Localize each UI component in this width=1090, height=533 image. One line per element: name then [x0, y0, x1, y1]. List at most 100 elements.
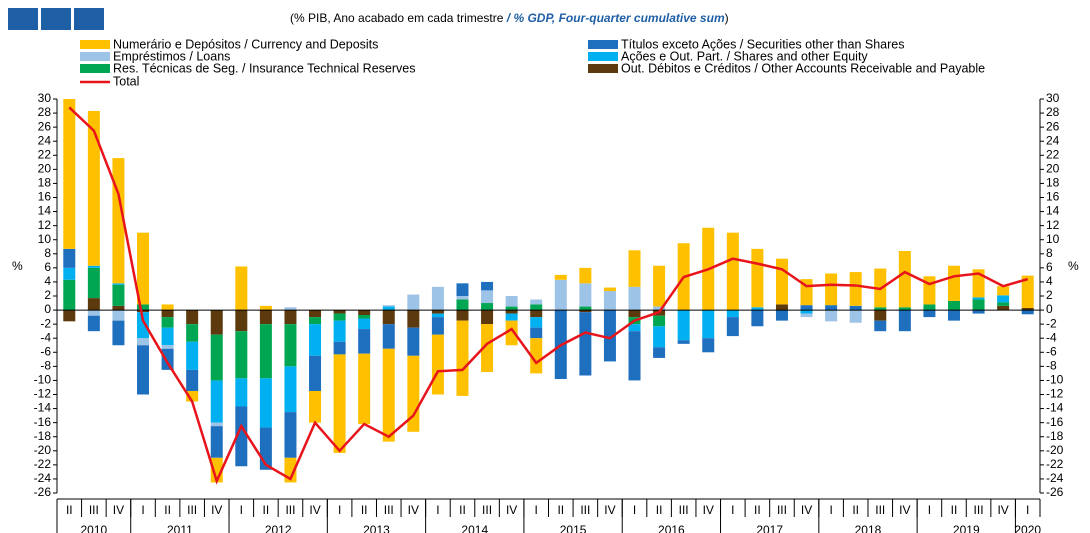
bar-segment [112, 305, 125, 311]
x-tick-label: III [187, 503, 197, 517]
bar-segment [481, 310, 494, 325]
bar-segment [456, 310, 469, 321]
bar-segment [505, 320, 518, 346]
legend-label: Títulos exceto Ações / Securities other … [621, 37, 904, 51]
bar-segment [63, 248, 76, 268]
bar-segment [579, 306, 592, 311]
bar-segment [112, 284, 125, 306]
bar-segment [382, 306, 395, 311]
y-tick-label-right: 28 [1046, 105, 1060, 119]
bar-segment [554, 274, 567, 280]
bar-segment [1021, 310, 1034, 315]
bar-segment [87, 110, 100, 266]
y-tick-label-right: 18 [1046, 176, 1060, 190]
bar-segment [505, 296, 518, 307]
x-tick-label: IV [408, 503, 419, 517]
x-tick-label: IV [703, 503, 714, 517]
bar-segment [898, 307, 911, 311]
bar-segment [309, 317, 322, 325]
bar-segment [161, 348, 174, 370]
y-tick-label: -14 [34, 401, 52, 415]
y-tick-label: -18 [34, 429, 52, 443]
bar-segment [751, 248, 764, 308]
bar-segment [579, 310, 592, 313]
y-tick-label-right: 26 [1046, 119, 1060, 133]
y-tick-label-right: -24 [1046, 471, 1064, 485]
bar-segment [63, 99, 76, 249]
subtitle-end: ) [725, 11, 729, 25]
x-tick-label: III [679, 503, 689, 517]
legend-label: Total [113, 74, 139, 88]
bar-segment [382, 324, 395, 349]
y-tick-label-right: -16 [1046, 415, 1064, 429]
y-tick-label: -20 [34, 443, 52, 457]
header-block [41, 8, 71, 30]
x-tick-label: I [535, 503, 538, 517]
year-label: 2018 [855, 523, 882, 533]
y-tick-label: 2 [44, 288, 51, 302]
x-tick-label: III [384, 503, 394, 517]
year-label: 2020 [1014, 523, 1041, 533]
bar-segment [210, 426, 223, 458]
bar-segment [382, 348, 395, 442]
bar-segment [309, 390, 322, 423]
x-tick-label: II [951, 503, 958, 517]
bar-segment [947, 300, 960, 311]
bar-segment [456, 320, 469, 396]
bar-segment [603, 310, 616, 362]
total-line [68, 106, 1029, 485]
y-tick-label: -10 [34, 373, 52, 387]
y-tick-label-right: 22 [1046, 147, 1060, 161]
bar-segment [358, 318, 371, 330]
bar-segment [112, 320, 125, 346]
bar-segment [259, 378, 272, 428]
bar-segment [481, 303, 494, 311]
bar-segment [702, 310, 715, 339]
y-tick-label-right: -14 [1046, 401, 1064, 415]
bar-segment [259, 305, 272, 311]
bar-segment [284, 310, 297, 325]
bar-segment [874, 320, 887, 332]
bar-segment [358, 353, 371, 425]
bar-segment [505, 306, 518, 311]
bar-segment [161, 304, 174, 311]
bar-segment [997, 295, 1010, 303]
bar-segment [333, 310, 346, 314]
bar-segment [161, 345, 174, 349]
bar-segment [874, 310, 887, 321]
bar-segment [137, 232, 150, 305]
bar-segment [382, 305, 395, 307]
y-tick-label-right: 0 [1046, 302, 1053, 316]
x-tick-label: IV [801, 503, 812, 517]
header-block [8, 8, 38, 30]
bar-segment [235, 331, 248, 379]
bar-segment [579, 312, 592, 376]
year-label: 2011 [167, 523, 193, 533]
y-tick-label-right: 16 [1046, 190, 1060, 204]
bar-segment [87, 265, 100, 268]
legend-swatch [80, 64, 110, 73]
x-tick-label: III [875, 503, 885, 517]
bar-segment [235, 378, 248, 407]
bar-segment [210, 422, 223, 427]
bar-segment [456, 299, 469, 311]
bar-segment [210, 310, 223, 335]
bar-segment [923, 310, 936, 318]
header-block [74, 8, 104, 30]
x-tick-label: I [436, 503, 439, 517]
bar-segment [333, 320, 346, 342]
bar-segment [186, 390, 199, 402]
bar-segment [333, 354, 346, 453]
bar-segment [775, 304, 788, 311]
x-tick-label: IV [899, 503, 910, 517]
bar-segment [259, 310, 272, 325]
year-label: 2017 [756, 523, 783, 533]
y-tick-label-right: 24 [1046, 133, 1060, 147]
y-tick-label-right: -8 [1046, 359, 1057, 373]
x-tick-label: I [731, 503, 734, 517]
bar-segment [431, 310, 444, 314]
x-tick-label: II [361, 503, 368, 517]
bar-segment [579, 283, 592, 307]
bar-segment [235, 406, 248, 467]
bar-segment [284, 366, 297, 413]
